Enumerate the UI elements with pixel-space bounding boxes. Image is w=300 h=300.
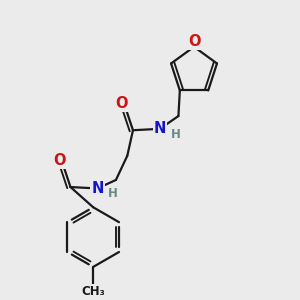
- Text: N: N: [91, 181, 104, 196]
- Text: O: O: [188, 34, 200, 49]
- Text: O: O: [53, 153, 65, 168]
- Text: H: H: [108, 187, 118, 200]
- Text: N: N: [154, 121, 166, 136]
- Text: CH₃: CH₃: [81, 285, 105, 298]
- Text: O: O: [116, 96, 128, 111]
- Text: H: H: [171, 128, 181, 141]
